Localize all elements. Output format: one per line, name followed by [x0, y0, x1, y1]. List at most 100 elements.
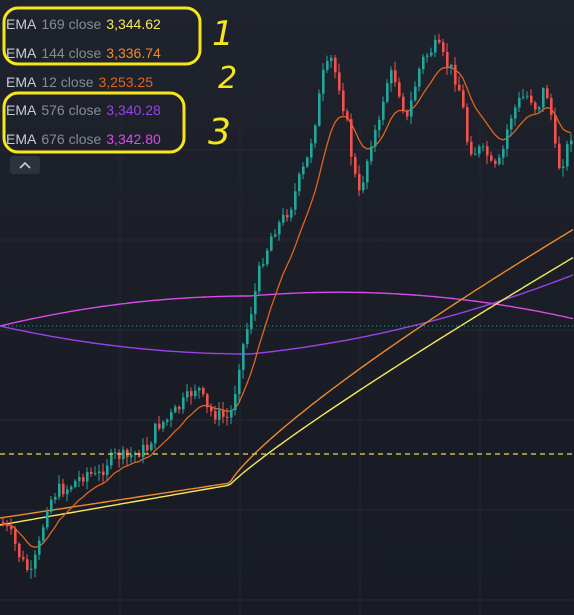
candle-body [242, 344, 245, 370]
candlesticks [2, 33, 573, 579]
candle-body [90, 471, 93, 474]
candle-body [482, 146, 485, 148]
candle-body [98, 471, 101, 474]
candle-body [34, 554, 37, 569]
candle-body [74, 480, 77, 487]
candle-body [426, 55, 429, 57]
candle-body [138, 452, 141, 457]
candle-body [310, 143, 313, 158]
candle-body [466, 107, 469, 142]
candle-body [362, 182, 365, 191]
candle-body [30, 568, 33, 570]
legend-row[interactable]: EMA 169 close 3,344.62 [6, 10, 161, 39]
candle-body [198, 388, 201, 391]
candle-body [78, 477, 81, 481]
legend-indicator-value: 3,253.25 [98, 73, 154, 90]
annotation-label-1: 1 [212, 14, 234, 54]
candle-body [366, 161, 369, 183]
candle-body [398, 82, 401, 97]
candle-body [442, 42, 445, 52]
legend-indicator-value: 3,340.28 [106, 102, 161, 119]
candle-body [202, 388, 205, 395]
legend-row[interactable]: EMA 676 close 3,342.80 [6, 125, 161, 154]
candle-body [210, 407, 213, 412]
candle-body [394, 70, 397, 82]
candle-body [230, 410, 233, 418]
candle-body [186, 391, 189, 398]
candle-body [494, 160, 497, 164]
candle-body [206, 394, 209, 408]
legend-row[interactable]: EMA 144 close 3,336.74 [6, 39, 161, 68]
legend-collapse-button[interactable] [10, 156, 40, 174]
legend-indicator-value: 3,336.74 [106, 45, 161, 62]
candle-body [94, 473, 97, 475]
candle-body [526, 95, 529, 97]
candle-body [514, 107, 517, 119]
legend-indicator-name: EMA [6, 45, 37, 62]
candle-body [422, 56, 425, 70]
legend-indicator-name: EMA [6, 102, 37, 119]
candle-body [486, 146, 489, 156]
candle-body [282, 214, 285, 223]
candle-body [182, 397, 185, 410]
candle-body [554, 115, 557, 144]
candle-body [118, 452, 121, 459]
candle-body [274, 234, 277, 237]
candle-body [250, 314, 253, 330]
legend-indicator-name: EMA [6, 73, 37, 90]
annotation-label-3: 3 [208, 112, 231, 153]
candle-body [298, 174, 301, 192]
legend-row[interactable]: EMA 576 close 3,340.28 [6, 96, 161, 125]
candle-body [294, 191, 297, 210]
candle-body [130, 455, 133, 458]
candle-body [174, 406, 177, 413]
candle-body [410, 100, 413, 117]
legend-indicator-params: 144 close [41, 45, 102, 62]
candle-body [38, 540, 41, 555]
candle-body [58, 483, 61, 497]
legend-indicator-value: 3,342.80 [106, 131, 161, 148]
candle-body [178, 406, 181, 410]
legend-row[interactable]: EMA 12 close 3,253.25 [6, 67, 161, 96]
legend-indicator-params: 169 close [41, 16, 102, 33]
candle-body [474, 153, 477, 155]
candle-body [22, 557, 25, 560]
candle-body [450, 64, 453, 67]
hand-drawn-annotations: 1 2 3 [2, 6, 237, 154]
candle-body [306, 157, 309, 167]
candle-body [314, 125, 317, 144]
candle-body [370, 146, 373, 162]
ema-576-line [0, 274, 574, 355]
ema-144-line [0, 228, 574, 519]
candle-body [218, 410, 221, 420]
candle-body [390, 70, 393, 84]
highlight-box-group-3 [2, 91, 186, 154]
candle-body [302, 166, 305, 175]
candle-body [170, 412, 173, 420]
candle-body [342, 90, 345, 112]
candle-body [462, 90, 465, 108]
candle-body [434, 39, 437, 53]
candle-body [350, 119, 353, 157]
candle-body [234, 394, 237, 411]
candle-body [86, 471, 89, 482]
candle-body [190, 391, 193, 397]
candle-body [122, 449, 125, 459]
candle-body [522, 96, 525, 98]
candle-body [18, 543, 21, 558]
candle-body [506, 129, 509, 149]
candle-body [338, 72, 341, 91]
candle-body [470, 141, 473, 155]
candle-body [10, 526, 13, 530]
legend-indicator-value: 3,344.62 [106, 16, 161, 33]
legend-indicator-name: EMA [6, 16, 37, 33]
annotation-label-2: 2 [218, 61, 237, 96]
ema-12-line [2, 66, 572, 548]
candle-body [378, 119, 381, 131]
chevron-up-icon [19, 161, 31, 169]
candle-body [530, 95, 533, 103]
ema-676-line [0, 291, 574, 327]
candle-body [550, 98, 553, 115]
